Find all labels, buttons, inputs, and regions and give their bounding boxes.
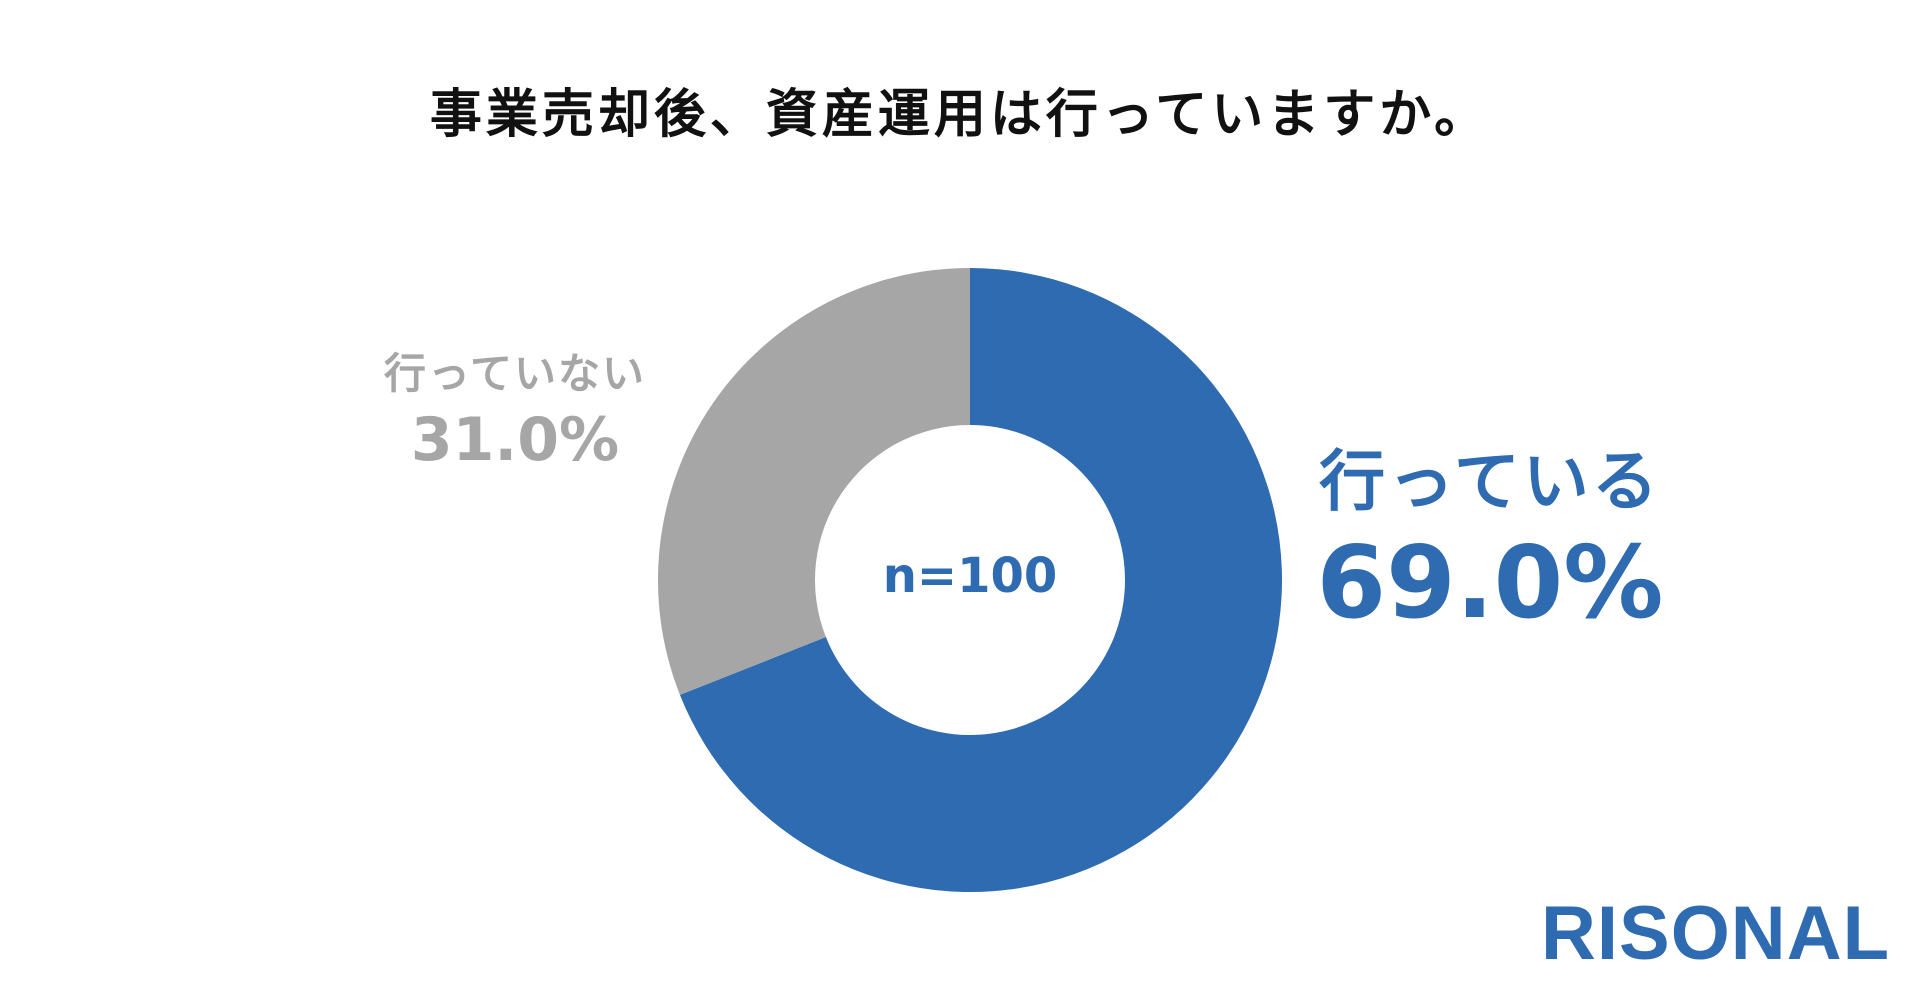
donut-slice-not-investing (658, 268, 970, 695)
slice-label-investing: 行っている (1319, 443, 1661, 520)
slice-value-investing: 69.0% (1316, 524, 1664, 641)
brand-logo: RISONAL (1541, 891, 1890, 976)
sample-size-label: n=100 (882, 548, 1058, 604)
donut-slices (658, 268, 1282, 892)
donut-slice-investing (679, 268, 1282, 892)
slice-label-not-investing: 行っていない (384, 349, 646, 398)
chart-title: 事業売却後、資産運用は行っていますか。 (429, 85, 1491, 145)
slice-value-not-investing: 31.0% (410, 405, 620, 475)
